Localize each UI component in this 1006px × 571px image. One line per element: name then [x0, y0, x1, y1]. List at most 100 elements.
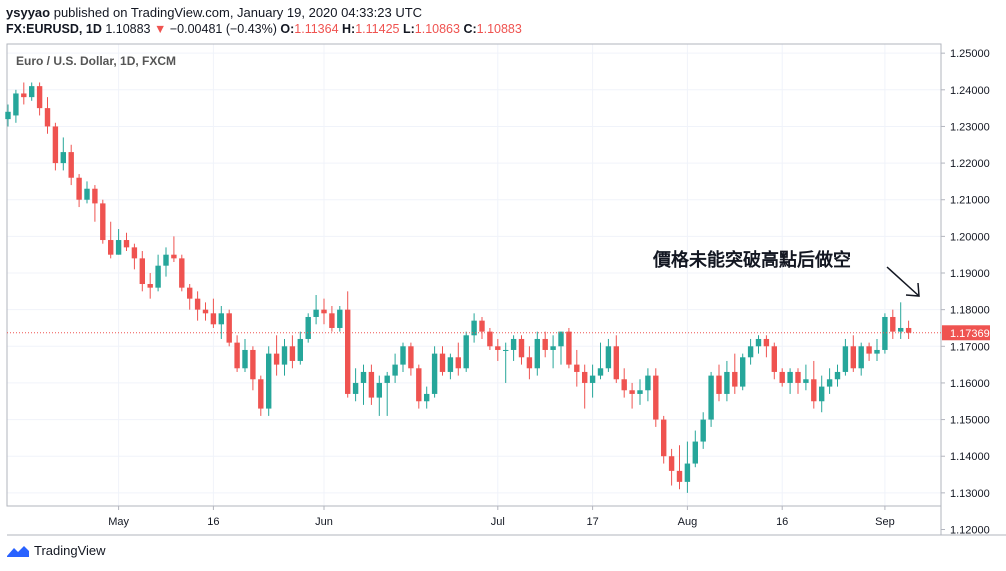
- candle-body: [352, 382, 359, 394]
- last-price-label: 1.17369: [950, 328, 990, 340]
- candle-body: [187, 287, 193, 299]
- candle-body: [503, 349, 509, 351]
- symbol-info: FX:EURUSD, 1D 1.10883 ▼ −0.00481 (−0.43%…: [6, 22, 522, 36]
- candle-body: [179, 258, 185, 288]
- candle-down: [100, 199, 106, 244]
- candles: [5, 82, 912, 493]
- candle-up: [724, 360, 730, 402]
- candle-body: [795, 371, 801, 383]
- x-tick-label: Sep: [875, 516, 895, 528]
- candle-up: [84, 181, 90, 204]
- candle-down: [44, 97, 51, 134]
- candle-down: [210, 298, 217, 328]
- candle-body: [13, 93, 19, 116]
- y-tick-label: 1.21000: [950, 195, 990, 207]
- candle-body: [653, 375, 659, 420]
- high-value: 1.11425: [355, 22, 400, 36]
- candle-up: [645, 368, 651, 402]
- candle-down: [763, 335, 770, 358]
- close-value: 1.10883: [476, 22, 522, 36]
- candle-up: [384, 371, 390, 416]
- candle-up: [740, 353, 746, 391]
- y-tick-label: 1.13000: [950, 488, 990, 500]
- candle-up: [700, 412, 706, 449]
- candle-down: [92, 185, 98, 222]
- candle-body: [589, 375, 596, 383]
- candle-down: [289, 335, 296, 369]
- candle-down: [131, 243, 138, 270]
- author-name[interactable]: ysyyao: [6, 5, 51, 20]
- candle-body: [100, 203, 106, 241]
- brand-name[interactable]: TradingView: [34, 543, 106, 558]
- candle-body: [281, 346, 288, 365]
- candle-up: [874, 338, 880, 361]
- candle-body: [155, 265, 161, 288]
- candle-down: [258, 375, 264, 416]
- candle-down: [661, 415, 667, 464]
- candle-up: [337, 305, 343, 332]
- candle-body: [550, 346, 556, 350]
- candle-body: [376, 382, 382, 398]
- candle-body: [605, 346, 612, 369]
- candle-up: [898, 302, 904, 339]
- tradingview-logo-icon[interactable]: [6, 544, 30, 558]
- candle-up: [637, 379, 643, 405]
- candle-up: [400, 342, 406, 372]
- candle-up: [163, 247, 169, 277]
- candle-body: [534, 338, 540, 369]
- candle-down: [329, 305, 335, 332]
- candle-up: [834, 364, 841, 387]
- high-label: H:: [342, 22, 356, 36]
- candle-up: [5, 104, 11, 127]
- candle-body: [297, 338, 303, 361]
- candle-body: [337, 309, 343, 328]
- candle-up: [115, 229, 122, 255]
- open-value: 1.11364: [294, 22, 339, 36]
- candle-up: [558, 331, 564, 365]
- candle-body: [258, 379, 264, 409]
- candle-body: [510, 338, 517, 350]
- candle-up: [534, 331, 540, 376]
- candle-up: [352, 368, 359, 402]
- candle-down: [732, 353, 738, 394]
- candle-down: [495, 338, 501, 361]
- candle-up: [708, 371, 714, 427]
- candle-up: [842, 338, 849, 376]
- candle-body: [898, 327, 904, 332]
- candle-down: [439, 346, 446, 376]
- y-tick-label: 1.15000: [950, 415, 990, 427]
- last-price-marker: 1.17369: [7, 325, 990, 341]
- candle-body: [692, 441, 698, 464]
- candle-down: [52, 122, 59, 171]
- candle-body: [811, 379, 817, 402]
- candle-body: [668, 456, 675, 471]
- candle-body: [740, 357, 746, 387]
- candle-body: [700, 419, 706, 442]
- x-tick-label: Jul: [491, 516, 505, 528]
- candle-body: [408, 346, 414, 369]
- candle-up: [692, 430, 698, 468]
- candle-body: [44, 108, 51, 127]
- candle-down: [68, 144, 74, 186]
- candle-body: [416, 368, 422, 402]
- candle-body: [771, 346, 777, 372]
- time-axis[interactable]: May 16 Jun Jul 17 Aug 16 Sep: [108, 506, 895, 528]
- last-price: 1.10883: [105, 22, 151, 36]
- candle-up: [503, 342, 509, 383]
- y-tick-label: 1.22000: [950, 158, 990, 170]
- candle-body: [850, 346, 856, 369]
- candle-body: [131, 247, 138, 259]
- publish-info: ysyyao published on TradingView.com, Jan…: [6, 5, 422, 20]
- candle-up: [597, 342, 604, 380]
- y-tick-label: 1.23000: [950, 121, 990, 133]
- candle-body: [92, 188, 98, 204]
- price-axis[interactable]: 1.12000 1.13000 1.14000 1.15000 1.16000 1.170…: [941, 48, 990, 537]
- candle-body: [676, 470, 683, 482]
- candle-body: [471, 320, 477, 336]
- candle-body: [582, 371, 588, 383]
- candle-body: [52, 126, 59, 164]
- candle-up: [242, 338, 248, 372]
- candle-body: [755, 338, 762, 347]
- x-tick-label: 17: [586, 516, 598, 528]
